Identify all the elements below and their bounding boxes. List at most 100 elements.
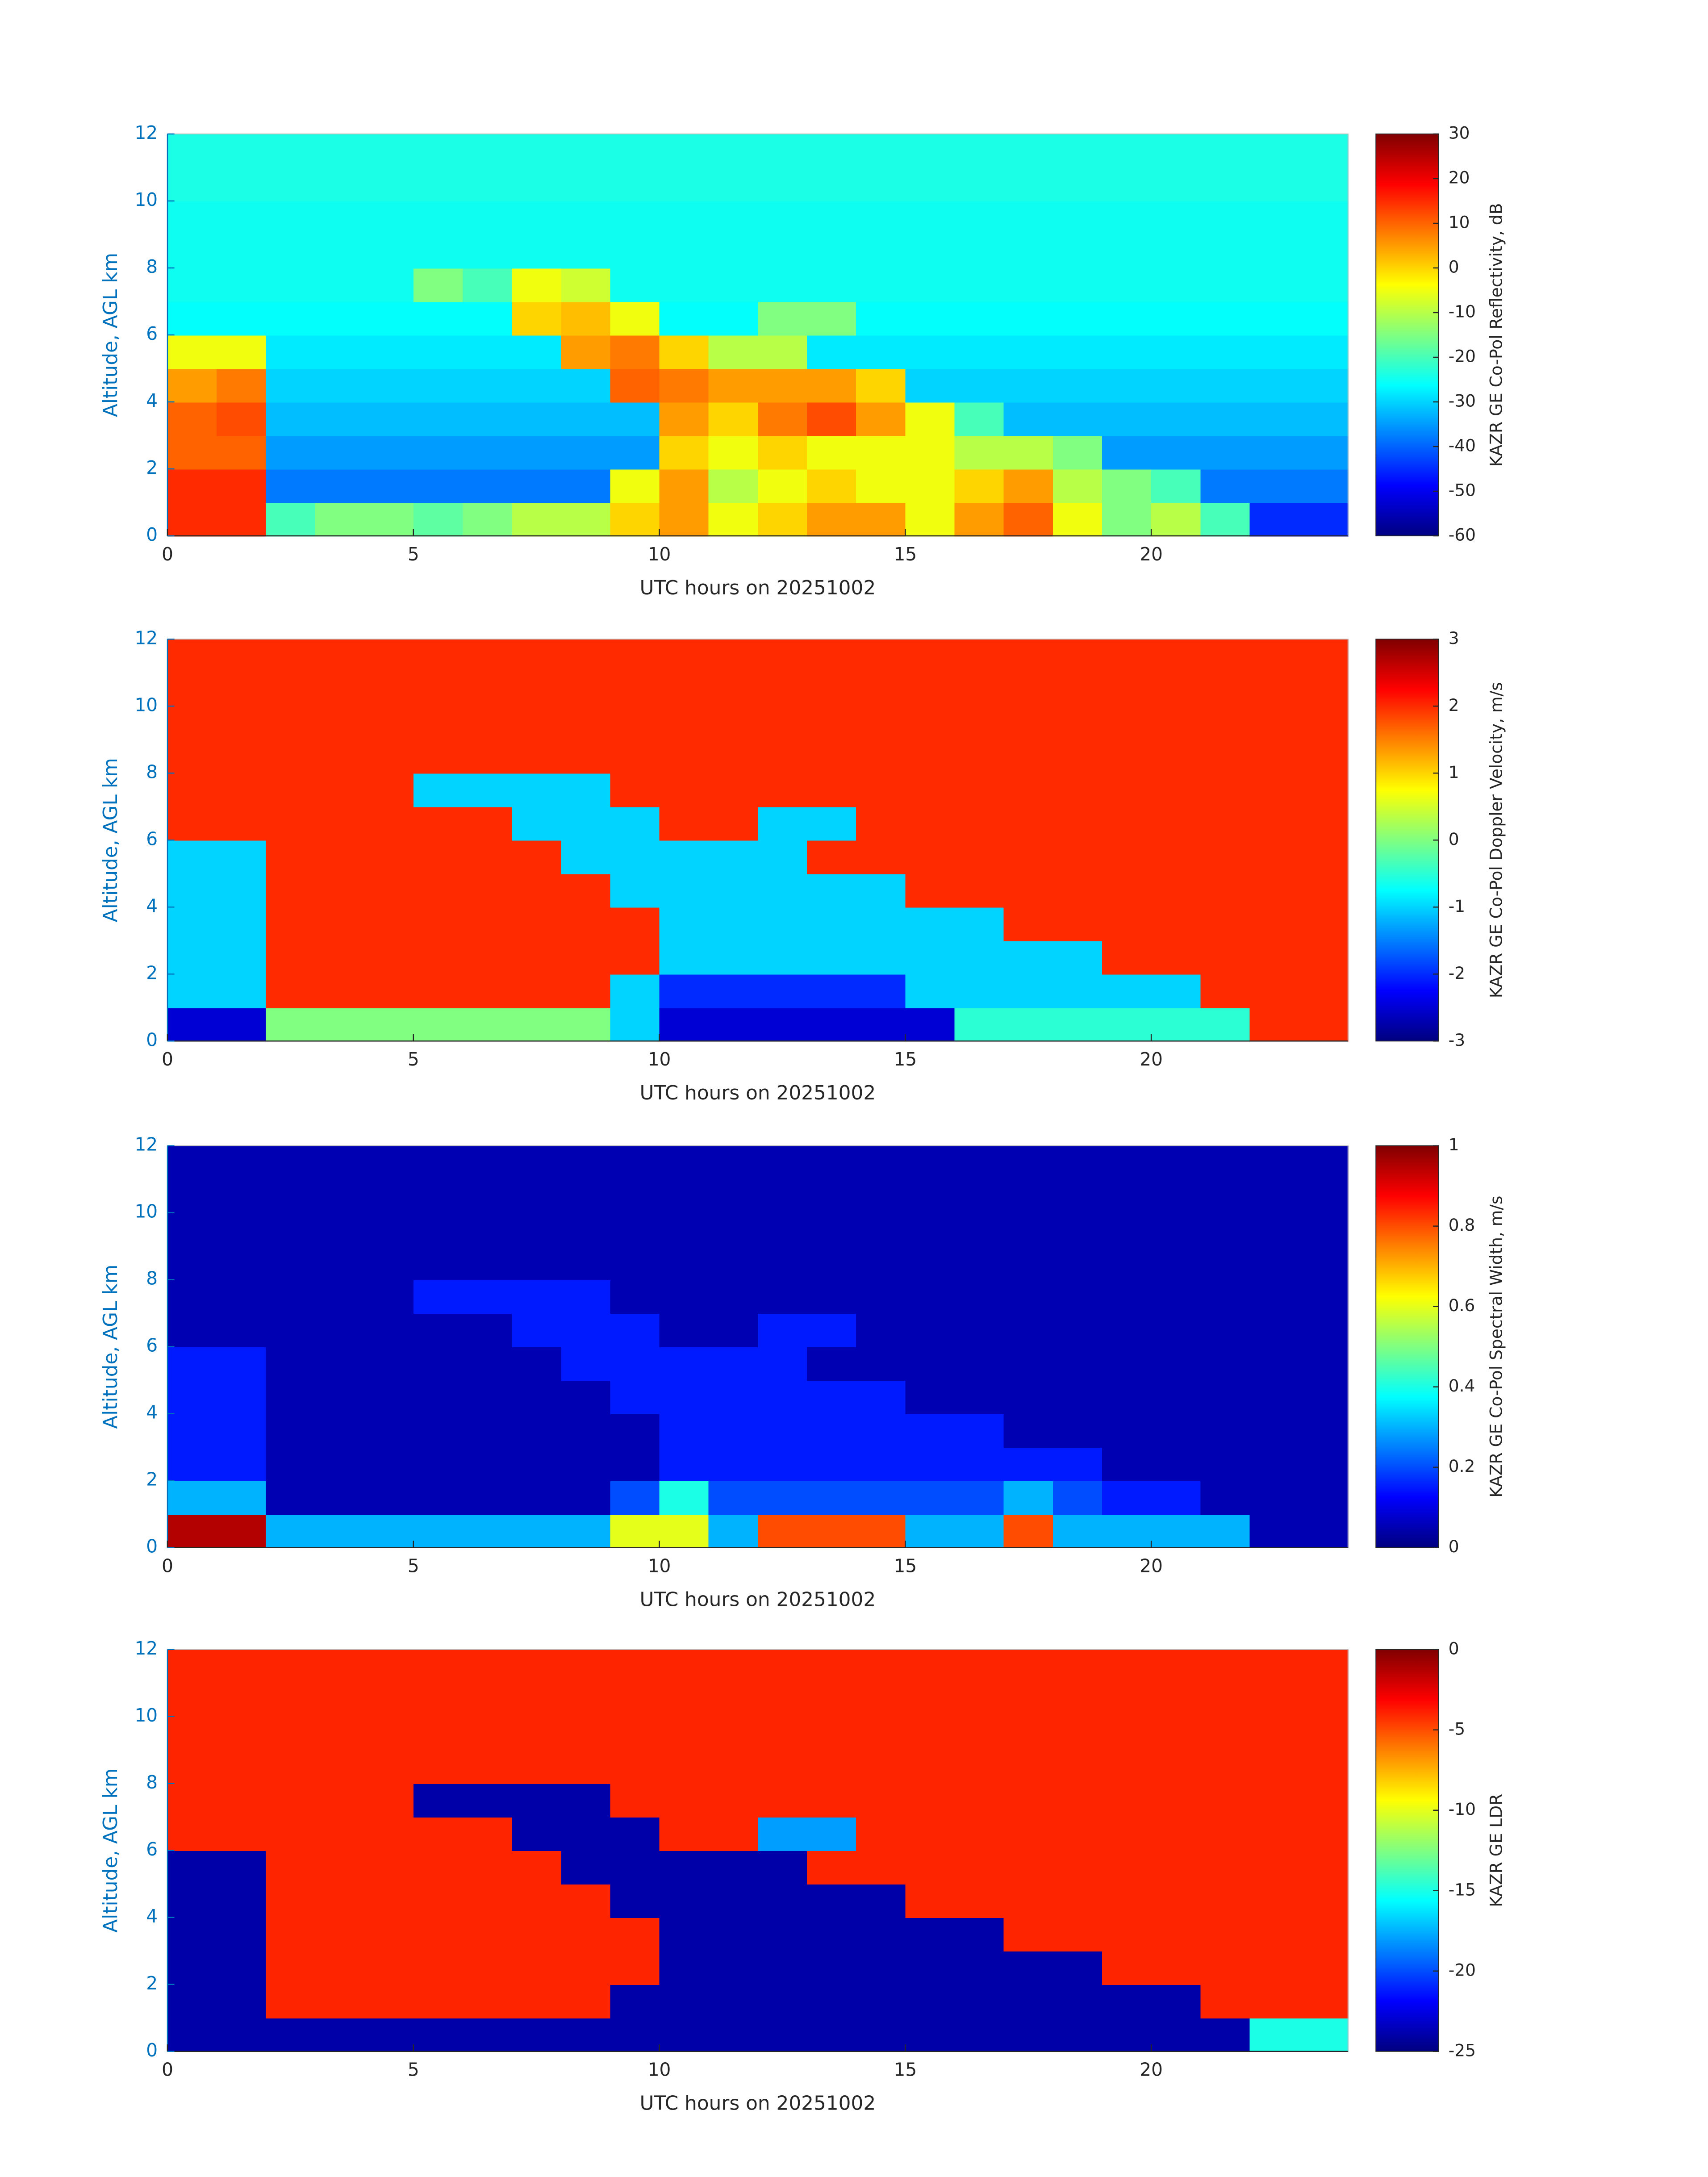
- heatmap-cell: [364, 840, 414, 874]
- heatmap-cell: [1299, 974, 1349, 1008]
- x-tick-label: 5: [408, 543, 419, 565]
- heatmap-cell: [315, 1917, 365, 1951]
- heatmap-cell: [217, 1007, 267, 1042]
- heatmap-cell: [364, 773, 414, 807]
- heatmap-cell: [315, 1279, 365, 1314]
- heatmap-cell: [364, 167, 414, 202]
- heatmap-cell: [462, 1480, 513, 1515]
- heatmap-cell: [217, 134, 267, 168]
- heatmap-cell: [1151, 1649, 1201, 1684]
- heatmap-cell: [512, 1145, 562, 1180]
- heatmap-cell: [1249, 1514, 1299, 1548]
- heatmap-cell: [217, 940, 267, 975]
- y-tick-label: 4: [146, 895, 158, 916]
- heatmap-cell: [512, 1212, 562, 1247]
- heatmap-cell: [856, 134, 906, 168]
- heatmap-cell: [266, 1279, 316, 1314]
- heatmap-cell: [1299, 1179, 1349, 1213]
- heatmap-cell: [1299, 740, 1349, 774]
- heatmap-cell: [1003, 873, 1054, 908]
- heatmap-cell: [659, 301, 709, 336]
- heatmap-cell: [708, 1951, 759, 1985]
- heatmap-cell: [708, 1246, 759, 1280]
- heatmap-cell: [1299, 806, 1349, 841]
- heatmap-cell: [167, 706, 217, 740]
- heatmap-cell: [413, 1817, 464, 1851]
- heatmap-cell: [1249, 1984, 1299, 2018]
- heatmap-cell: [659, 167, 709, 202]
- heatmap-cell: [1299, 1346, 1349, 1381]
- y-tick-label: 12: [134, 1134, 158, 1155]
- heatmap-cell: [217, 1750, 267, 1784]
- heatmap-cell: [1102, 1179, 1152, 1213]
- heatmap-cell: [1003, 907, 1054, 941]
- heatmap-cell: [708, 873, 759, 908]
- heatmap-cell: [1249, 1313, 1299, 1347]
- heatmap-cell: [905, 1346, 955, 1381]
- heatmap-cell: [512, 1850, 562, 1885]
- heatmap-cell: [757, 1279, 808, 1314]
- heatmap-cell: [1102, 368, 1152, 403]
- heatmap-cell: [659, 502, 709, 537]
- heatmap-cell: [708, 1380, 759, 1414]
- heatmap-cell: [1151, 1413, 1201, 1448]
- heatmap-cell: [807, 974, 857, 1008]
- heatmap-cell: [954, 402, 1004, 436]
- heatmap-cell: [610, 1716, 660, 1751]
- heatmap-cell: [167, 268, 217, 302]
- heatmap-cell: [266, 1683, 316, 1717]
- heatmap-cell: [954, 1380, 1004, 1414]
- heatmap-cell: [561, 402, 611, 436]
- heatmap-cell: [1151, 1179, 1201, 1213]
- x-tick-label: 15: [894, 1555, 917, 1576]
- heatmap-cell: [610, 1783, 660, 1818]
- heatmap-cell: [315, 639, 365, 673]
- heatmap-cell: [1003, 1212, 1054, 1247]
- heatmap-cell: [757, 1380, 808, 1414]
- heatmap-cell: [167, 1917, 217, 1951]
- heatmap-cell: [1249, 2018, 1299, 2052]
- heatmap-cell: [1003, 368, 1054, 403]
- heatmap-cell: [462, 1884, 513, 1918]
- heatmap-cell: [1299, 1007, 1349, 1042]
- heatmap-cell: [315, 1179, 365, 1213]
- heatmap-cell: [1003, 1447, 1054, 1481]
- heatmap-cell: [1249, 773, 1299, 807]
- heatmap-cell: [1003, 435, 1054, 470]
- heatmap-cell: [167, 639, 217, 673]
- heatmap-cell: [364, 469, 414, 503]
- heatmap-cell: [413, 469, 464, 503]
- heatmap-cell: [807, 1917, 857, 1951]
- heatmap-cell: [1249, 1884, 1299, 1918]
- heatmap-cell: [954, 1447, 1004, 1481]
- heatmap-cell: [413, 402, 464, 436]
- heatmap-cell: [708, 639, 759, 673]
- heatmap-cell: [1151, 1007, 1201, 1042]
- heatmap-cell: [1200, 1917, 1250, 1951]
- heatmap-cell: [1003, 773, 1054, 807]
- heatmap-cell: [1003, 167, 1054, 202]
- heatmap-cell: [1249, 1447, 1299, 1481]
- heatmap-cell: [807, 1007, 857, 1042]
- heatmap-cell: [856, 268, 906, 302]
- heatmap-cell: [266, 167, 316, 202]
- heatmap-cell: [1151, 1313, 1201, 1347]
- heatmap-cell: [462, 1683, 513, 1717]
- heatmap-cell: [1052, 435, 1103, 470]
- heatmap-cell: [413, 1716, 464, 1751]
- heatmap-cell: [610, 1683, 660, 1717]
- heatmap-cell: [905, 1716, 955, 1751]
- heatmap-cell: [1249, 1346, 1299, 1381]
- heatmap-cell: [315, 673, 365, 707]
- heatmap-cell: [266, 1413, 316, 1448]
- heatmap-cell: [807, 873, 857, 908]
- heatmap-cell: [708, 368, 759, 403]
- heatmap-cell: [413, 840, 464, 874]
- heatmap-cell: [1249, 1480, 1299, 1515]
- heatmap-cell: [807, 1346, 857, 1381]
- heatmap-cell: [512, 1514, 562, 1548]
- heatmap-cell: [413, 268, 464, 302]
- heatmap-cell: [954, 1984, 1004, 2018]
- heatmap-cell: [1102, 740, 1152, 774]
- heatmap-cell: [610, 673, 660, 707]
